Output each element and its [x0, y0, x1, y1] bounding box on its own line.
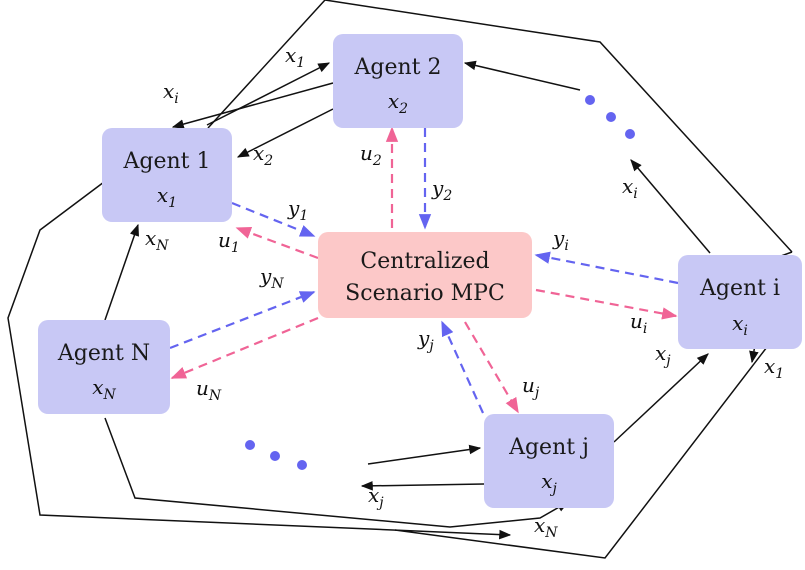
- agent-j-box: [484, 414, 614, 508]
- agent-i-name: Agent i: [699, 276, 780, 301]
- ellipsis-dot: [585, 95, 595, 105]
- ellipsis-dot: [270, 451, 280, 461]
- agent-i-state: xi: [732, 311, 748, 339]
- label-uj: uj: [522, 373, 540, 401]
- agent-j-name: Agent j: [508, 435, 589, 460]
- label-yi: yi: [552, 226, 569, 254]
- loop-agent1-to-agentj: [207, 0, 793, 253]
- agent-j-node: Agent j xj: [484, 414, 614, 508]
- arrow-agent2-to-agent1b: [236, 108, 334, 158]
- agent-N-node: Agent N xN: [38, 320, 170, 414]
- ellipsis-dot: [625, 129, 635, 139]
- label-ui: ui: [630, 309, 647, 337]
- agent-2-state: x2: [388, 89, 408, 117]
- ellipsis-top-right: [585, 95, 635, 139]
- ellipsis-dot: [606, 112, 616, 122]
- ellipsis-dot: [297, 460, 307, 470]
- arrow-agenti-to-agent2: [463, 60, 581, 91]
- arrow-agentj-to-agenti: [613, 353, 709, 443]
- label-y1: y1: [287, 196, 308, 224]
- agent-i-node: Agent i xi: [678, 255, 802, 349]
- yN-arrow: [169, 290, 316, 350]
- arrow-agentj-to-left: [360, 481, 485, 491]
- yj-arrow: [440, 320, 485, 414]
- arrow-to-agentj: [367, 444, 482, 465]
- agent-2-box: [333, 34, 463, 128]
- agent-i-box: [678, 255, 802, 349]
- loop-agentN-to-agentj: [104, 417, 570, 528]
- state-arrows: [104, 60, 771, 491]
- agent-1-name: Agent 1: [123, 149, 211, 174]
- agent-2-node: Agent 2 x2: [333, 34, 463, 128]
- mpc-node: Centralized Scenario MPC: [318, 232, 532, 318]
- label-xi-top: xi: [163, 79, 179, 107]
- mpc-label-line2: Scenario MPC: [345, 281, 505, 306]
- ellipsis-bottom-left: [245, 440, 307, 470]
- mpc-label-line1: Centralized: [360, 249, 489, 274]
- agent-1-state: x1: [157, 183, 177, 211]
- label-u1: u1: [218, 228, 240, 256]
- label-x2-left: x2: [253, 141, 273, 169]
- agent-j-state: xj: [541, 469, 557, 497]
- mpc-box: [318, 232, 532, 318]
- edge-labels: y1 u1 u2 y2 yi ui yj uj yN uN x1 xi x2 x…: [145, 43, 784, 541]
- loop-outer-left: [7, 169, 512, 540]
- arrow-agent2-to-agent1: [171, 82, 334, 129]
- label-y2: y2: [431, 176, 452, 204]
- label-xj-bottom: xj: [368, 483, 384, 511]
- uN-arrow: [170, 316, 319, 380]
- label-x1-right: x1: [764, 354, 784, 382]
- label-uN: uN: [196, 376, 222, 404]
- ellipsis-dot: [245, 440, 255, 450]
- ui-arrow: [535, 288, 678, 320]
- arrow-agentN-to-agent1: [104, 223, 139, 321]
- input-arrows: [170, 126, 678, 414]
- yi-arrow: [534, 251, 679, 285]
- label-xN-left: xN: [145, 226, 169, 254]
- uj-arrow: [464, 321, 519, 414]
- label-xi-right: xi: [622, 174, 638, 202]
- agent-N-name: Agent N: [57, 341, 150, 366]
- agent-1-node: Agent 1 x1: [102, 128, 232, 222]
- agent-1-box: [102, 128, 232, 222]
- agent-2-name: Agent 2: [354, 55, 442, 80]
- arrow-agent1-to-agent2: [206, 62, 331, 126]
- agent-N-box: [38, 320, 170, 414]
- measurement-arrows: [169, 128, 679, 414]
- label-x1-top: x1: [285, 43, 305, 71]
- agent-N-state: xN: [92, 375, 116, 403]
- label-yj: yj: [417, 326, 434, 354]
- label-yN: yN: [259, 264, 284, 292]
- label-xj-right: xj: [655, 341, 671, 369]
- label-u2: u2: [360, 141, 382, 169]
- label-xN-bottom: xN: [534, 513, 558, 541]
- arrow-agenti-up: [630, 159, 711, 254]
